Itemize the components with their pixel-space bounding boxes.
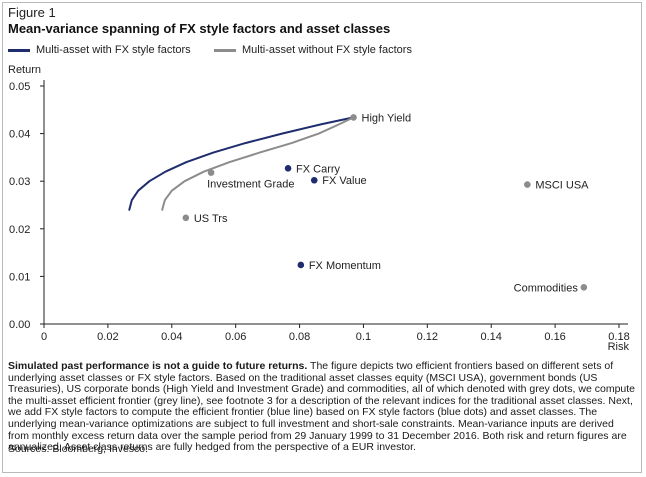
legend-swatch-with-fx: [8, 48, 30, 52]
point-commodities: [580, 284, 588, 291]
label-investment-grade: Investment Grade: [207, 179, 294, 191]
x-axis-label: Risk: [608, 341, 630, 353]
x-tick-label: 0.08: [289, 331, 310, 343]
x-tick-label: 0.06: [225, 331, 246, 343]
point-fx-value: [310, 176, 318, 184]
point-us-trs: [182, 214, 190, 222]
x-tick-label: 0.04: [161, 331, 182, 343]
legend-label-without-fx: Multi-asset without FX style factors: [242, 44, 412, 56]
figure-frame: [2, 2, 642, 473]
label-fx-value: FX Value: [322, 175, 366, 187]
x-tick-label: 0.1: [356, 331, 371, 343]
scatter-chart: Return Risk 0 0.02 0.04 0.06 0.08 0.1 0.12 0.14…: [8, 64, 630, 353]
legend-label-with-fx: Multi-asset with FX style factors: [36, 44, 191, 56]
figure-label: Figure 1: [8, 5, 56, 20]
x-tick-label: 0.14: [481, 331, 502, 343]
label-high-yield: High Yield: [362, 112, 412, 124]
y-tick-label: 0.01: [9, 271, 30, 283]
figure-title: Mean-variance spanning of FX style facto…: [8, 21, 391, 36]
point-fx-carry: [284, 165, 292, 172]
footnote-text: The figure depicts two efficient frontie…: [8, 360, 636, 454]
label-fx-carry: FX Carry: [296, 163, 341, 175]
label-msci-usa: MSCI USA: [535, 180, 589, 192]
x-tick-label: 0.12: [417, 331, 438, 343]
point-investment-grade: [207, 169, 215, 176]
point-fx-momentum: [297, 261, 305, 269]
y-tick-label: 0.02: [9, 224, 30, 236]
legend-item-with-fx: Multi-asset with FX style factors: [8, 44, 191, 56]
frontier-with-fx-line: [128, 116, 355, 211]
y-axis-label: Return: [8, 64, 41, 76]
x-tick-label: 0.18: [608, 331, 629, 343]
y-tick-label: 0.04: [9, 129, 30, 141]
x-tick-label: 0: [41, 331, 47, 343]
frontier-without-fx-line: [161, 116, 355, 211]
legend-item-without-fx: Multi-asset without FX style factors: [214, 44, 412, 56]
y-tick-label: 0.03: [9, 176, 30, 188]
footnote: Simulated past performance is not a guid…: [8, 360, 636, 454]
point-high-yield: [350, 114, 357, 121]
y-tick-label: 0.05: [9, 81, 30, 93]
sources: Sources: Bloomberg, Invesco.: [8, 443, 149, 455]
footnote-disclaimer: Simulated past performance is not a guid…: [8, 360, 308, 372]
point-msci-usa: [524, 181, 531, 188]
label-us-trs: US Trs: [194, 213, 228, 225]
label-commodities: Commodities: [514, 282, 579, 294]
x-tick-label: 0.16: [544, 331, 565, 343]
y-tick-label: 0.00: [9, 319, 30, 331]
label-fx-momentum: FX Momentum: [309, 260, 381, 272]
legend-swatch-without-fx: [214, 48, 236, 52]
x-tick-label: 0.02: [97, 331, 118, 343]
